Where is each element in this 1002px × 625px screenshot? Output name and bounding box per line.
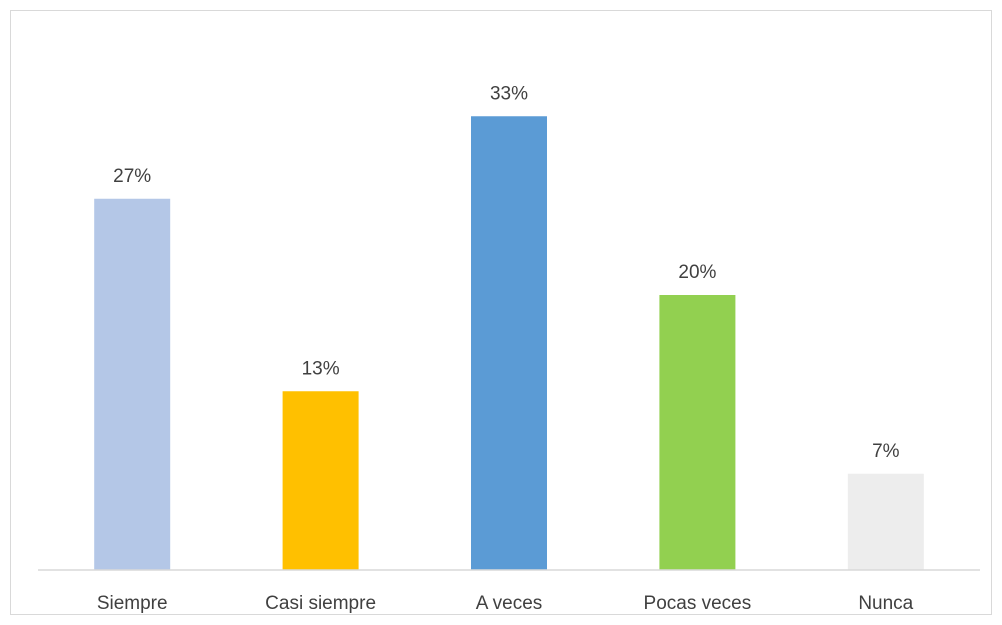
bar-pocas-veces: [659, 295, 736, 570]
labels-group: 27% Siempre 13% Casi siempre 33% A veces 20% Po…: [97, 83, 914, 614]
bar-a-veces: [471, 116, 547, 570]
data-label: 7%: [872, 441, 900, 462]
data-label: 27%: [113, 166, 151, 187]
bars-group: [94, 116, 924, 570]
bar-siempre: [94, 198, 171, 570]
data-label: 20%: [678, 262, 716, 283]
category-label: A veces: [476, 593, 543, 614]
category-label: Siempre: [97, 593, 168, 614]
category-label: Pocas veces: [644, 593, 752, 614]
data-label: 33%: [490, 83, 528, 104]
bar-casi-siempre: [282, 391, 359, 570]
category-label: Casi siempre: [265, 593, 376, 614]
category-label: Nunca: [858, 593, 913, 614]
bar-nunca: [847, 473, 924, 570]
data-label: 13%: [302, 358, 340, 379]
